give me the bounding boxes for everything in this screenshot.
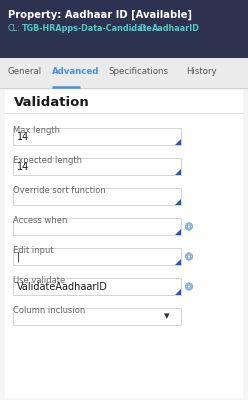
- FancyBboxPatch shape: [5, 90, 243, 398]
- Text: |: |: [17, 251, 20, 262]
- Text: Access when: Access when: [13, 216, 67, 225]
- Text: Validation: Validation: [14, 96, 90, 109]
- Text: 14: 14: [17, 162, 29, 172]
- FancyBboxPatch shape: [13, 218, 181, 235]
- Polygon shape: [175, 169, 181, 175]
- Text: ⌄: ⌄: [128, 24, 135, 33]
- FancyBboxPatch shape: [13, 278, 181, 295]
- Text: Max length: Max length: [13, 126, 60, 135]
- Text: Advanced: Advanced: [52, 67, 99, 76]
- FancyBboxPatch shape: [13, 158, 181, 175]
- Text: Override sort function: Override sort function: [13, 186, 106, 195]
- Text: Property: Aadhaar ID [Available]: Property: Aadhaar ID [Available]: [8, 10, 192, 20]
- Text: AadhaarID: AadhaarID: [152, 24, 200, 33]
- Polygon shape: [175, 289, 181, 295]
- Polygon shape: [175, 199, 181, 205]
- FancyBboxPatch shape: [0, 0, 248, 58]
- Text: Expected length: Expected length: [13, 156, 82, 165]
- Polygon shape: [175, 139, 181, 145]
- Text: 14: 14: [17, 132, 29, 142]
- FancyBboxPatch shape: [0, 58, 248, 88]
- Text: Specifications: Specifications: [108, 67, 168, 76]
- Text: TGB-HRApps-Data-Candidate: TGB-HRApps-Data-Candidate: [22, 24, 153, 33]
- Text: General: General: [8, 67, 42, 76]
- Polygon shape: [175, 229, 181, 235]
- Text: History: History: [186, 67, 217, 76]
- FancyBboxPatch shape: [13, 308, 181, 325]
- FancyBboxPatch shape: [13, 128, 181, 145]
- Polygon shape: [175, 259, 181, 265]
- Text: ValidateAadhaarID: ValidateAadhaarID: [17, 282, 108, 292]
- Text: Edit input: Edit input: [13, 246, 54, 255]
- Text: ID:: ID:: [138, 24, 149, 33]
- Text: CL:: CL:: [8, 24, 21, 33]
- Text: Use validate: Use validate: [13, 276, 65, 285]
- Text: ▾: ▾: [164, 312, 170, 322]
- Text: Column inclusion: Column inclusion: [13, 306, 85, 315]
- FancyBboxPatch shape: [13, 188, 181, 205]
- FancyBboxPatch shape: [13, 248, 181, 265]
